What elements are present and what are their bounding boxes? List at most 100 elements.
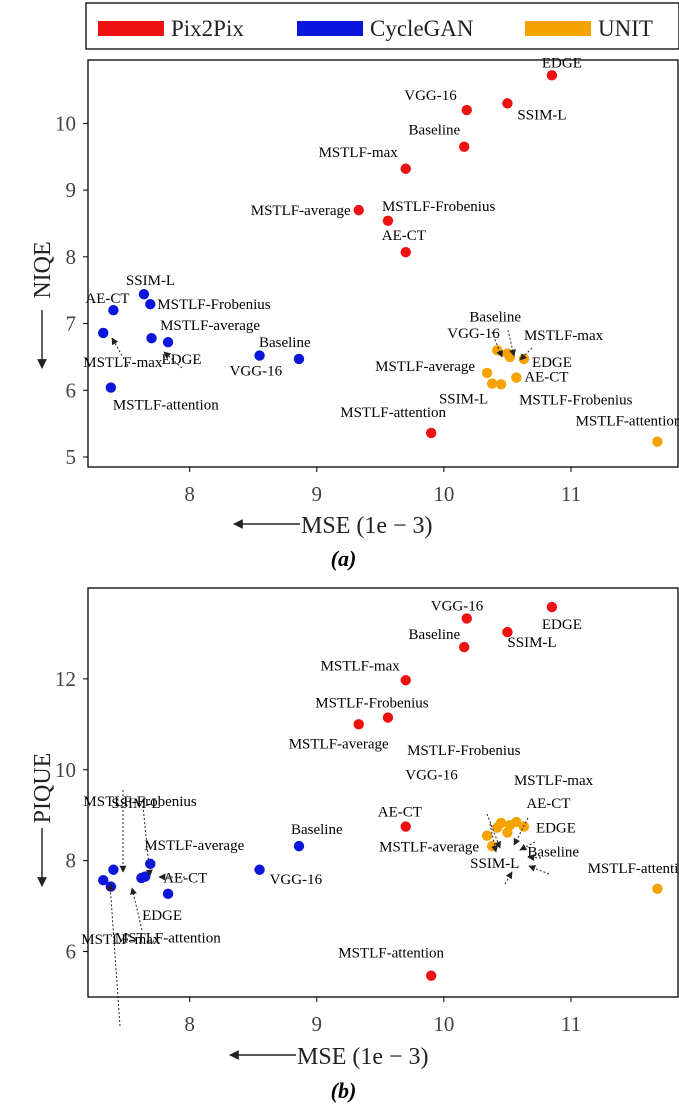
- x-tick-label: 8: [184, 482, 195, 506]
- point-label: AE-CT: [85, 291, 129, 307]
- point-cyclegan-mstlf-frobenius: [108, 864, 119, 875]
- point-pix2pix-ae-ct: [400, 821, 411, 832]
- point-unit-vgg-16: [492, 345, 503, 356]
- point-label: MSTLF-average: [289, 736, 389, 752]
- point-pix2pix-edge: [546, 70, 558, 81]
- leader-arrow: [163, 351, 183, 369]
- point-label: SSIM-L: [470, 856, 519, 872]
- point-cyclegan-baseline: [293, 840, 305, 852]
- x-tick-label: 11: [561, 482, 581, 506]
- point-label: VGG-16: [447, 326, 500, 342]
- leader-arrow: [489, 823, 499, 853]
- point-cyclegan-mstlf-frobenius: [145, 299, 156, 310]
- point-unit-ae-ct: [511, 372, 522, 383]
- point-pix2pix-mstlf-attention: [425, 970, 437, 981]
- legend-swatch-1: [297, 21, 363, 36]
- point-cyclegan-edge: [162, 888, 174, 900]
- point-label: SSIM-L: [126, 273, 175, 289]
- point-pix2pix-mstlf-frobenius: [382, 215, 394, 226]
- legend-label-2: UNIT: [598, 16, 653, 41]
- point-label: MSTLF-attention: [113, 398, 219, 414]
- point-cyclegan-mstlf-attention: [105, 382, 117, 393]
- point-label: Baseline: [527, 844, 579, 860]
- leader-arrow: [528, 865, 550, 875]
- y-tick-label: 12: [55, 667, 76, 691]
- point-label: SSIM-L: [111, 796, 160, 812]
- x-tick-label: 10: [433, 482, 454, 506]
- point-label: MSTLF-attention: [576, 414, 679, 430]
- y-tick-label: 8: [66, 849, 77, 873]
- point-label: EDGE: [532, 355, 572, 371]
- leader-arrow: [513, 817, 529, 846]
- point-label: MSTLF-average: [251, 203, 351, 219]
- point-label: SSIM-L: [517, 107, 566, 123]
- point-label: MSTLF-Frobenius: [407, 743, 521, 759]
- point-label: AE-CT: [378, 805, 422, 821]
- legend-label-0: Pix2Pix: [171, 16, 244, 41]
- point-pix2pix-mstlf-max: [400, 163, 411, 174]
- point-cyclegan-mstlf-max: [98, 327, 109, 339]
- point-pix2pix-mstlf-max: [400, 675, 411, 686]
- point-label: MSTLF-max: [524, 328, 604, 344]
- point-cyclegan-vgg-16: [254, 350, 265, 361]
- point-label: MSTLF-Frobenius: [83, 794, 197, 810]
- point-label: AE-CT: [163, 871, 207, 887]
- point-label: VGG-16: [270, 872, 323, 888]
- y-tick-label: 5: [66, 445, 77, 469]
- leader-arrow: [130, 887, 143, 931]
- point-unit-vgg-16: [492, 822, 503, 833]
- x-tick-label: 9: [312, 482, 323, 506]
- leader-arrow: [519, 347, 533, 361]
- leader-arrow: [507, 329, 516, 357]
- point-label: MSTLF-attention: [588, 861, 679, 877]
- x-axis-label: MSE (1e − 3): [297, 1044, 429, 1070]
- panel-label: (a): [331, 546, 357, 571]
- point-pix2pix-mstlf-average: [353, 204, 364, 216]
- point-cyclegan-vgg-16: [254, 864, 265, 875]
- point-cyclegan-mstlf-average: [145, 858, 156, 870]
- point-label: MSTLF-max: [319, 145, 399, 161]
- point-pix2pix-mstlf-attention: [425, 427, 437, 439]
- panel-label: (b): [331, 1078, 357, 1103]
- legend-swatch-2: [525, 21, 591, 36]
- point-unit-mstlf-average: [481, 830, 493, 841]
- point-pix2pix-vgg-16: [461, 613, 472, 624]
- point-label: AE-CT: [526, 796, 570, 812]
- point-pix2pix-baseline: [459, 641, 470, 653]
- point-pix2pix-vgg-16: [461, 104, 472, 116]
- x-tick-label: 10: [433, 1012, 454, 1036]
- y-tick-label: 6: [66, 940, 77, 964]
- point-pix2pix-mstlf-frobenius: [382, 712, 394, 723]
- point-label: MSTLF-average: [375, 359, 475, 375]
- y-tick-label: 6: [66, 378, 77, 402]
- point-unit-mstlf-max: [504, 351, 516, 363]
- point-label: AE-CT: [382, 228, 426, 244]
- point-label: EDGE: [542, 55, 582, 71]
- x-tick-label: 11: [561, 1012, 581, 1036]
- y-tick-label: 10: [55, 758, 76, 782]
- point-label: MSTLF-attention: [338, 946, 444, 962]
- point-label: MSTLF-Frobenius: [157, 297, 271, 313]
- point-label: EDGE: [542, 617, 582, 633]
- y-axis-label: NIQE: [30, 241, 56, 298]
- point-cyclegan-ae-ct: [108, 305, 119, 316]
- leader-arrow: [106, 883, 121, 1027]
- point-cyclegan-baseline: [293, 353, 305, 365]
- point-label: EDGE: [536, 821, 576, 837]
- point-label: MSTLF-average: [379, 840, 479, 856]
- point-label: VGG-16: [431, 598, 484, 614]
- point-label: EDGE: [162, 352, 202, 368]
- point-label: SSIM-L: [439, 392, 488, 408]
- point-label: MSTLF-Frobenius: [382, 199, 496, 215]
- point-label: VGG-16: [230, 364, 283, 380]
- leader-arrow: [504, 871, 513, 885]
- point-cyclegan-edge: [146, 333, 157, 344]
- point-label: MSTLF-max: [83, 355, 163, 371]
- x-tick-label: 9: [312, 1012, 323, 1036]
- legend-swatch-0: [98, 21, 164, 36]
- point-label: VGG-16: [404, 88, 457, 104]
- point-unit-mstlf-attention: [652, 436, 663, 447]
- point-unit-mstlf-attention: [652, 883, 663, 895]
- y-tick-label: 9: [66, 178, 77, 202]
